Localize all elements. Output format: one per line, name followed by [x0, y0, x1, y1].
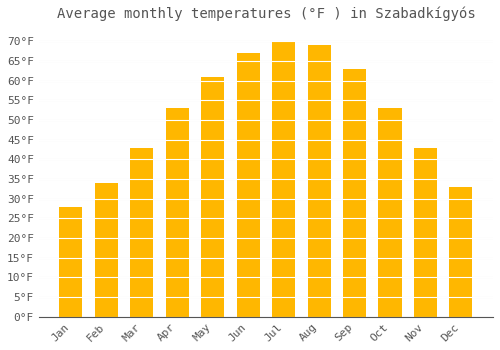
Bar [343, 69, 366, 317]
Bar [414, 148, 437, 317]
Bar [60, 206, 82, 317]
Bar [130, 148, 154, 317]
Bar [308, 45, 330, 317]
Bar [130, 148, 154, 317]
Bar [236, 53, 260, 317]
Bar [201, 77, 224, 317]
Bar [308, 45, 330, 317]
Bar [450, 187, 472, 317]
Bar [166, 108, 189, 317]
Bar [236, 53, 260, 317]
Bar [60, 206, 82, 317]
Bar [166, 108, 189, 317]
Title: Average monthly temperatures (°F ) in Szabadkígyós: Average monthly temperatures (°F ) in Sz… [56, 7, 476, 21]
Bar [378, 108, 402, 317]
Bar [378, 108, 402, 317]
Bar [95, 183, 118, 317]
Bar [272, 41, 295, 317]
Bar [343, 69, 366, 317]
Bar [414, 148, 437, 317]
Bar [201, 77, 224, 317]
Bar [450, 187, 472, 317]
Bar [95, 183, 118, 317]
Bar [272, 41, 295, 317]
